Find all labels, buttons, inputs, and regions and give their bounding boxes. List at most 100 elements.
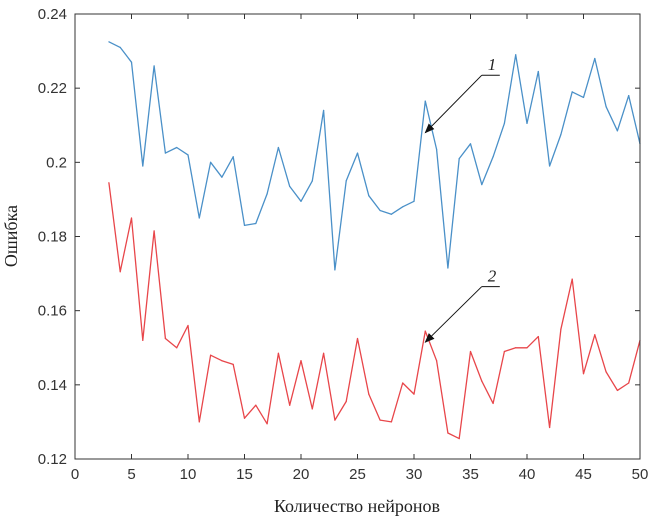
data-point [164, 152, 166, 154]
x-tick-label: 35 [462, 466, 479, 483]
data-point [356, 337, 359, 340]
data-point [628, 382, 630, 384]
data-point [108, 41, 110, 43]
data-point [424, 100, 426, 102]
data-point [560, 328, 562, 330]
data-point [402, 382, 404, 384]
data-point [436, 148, 438, 150]
data-point [130, 61, 133, 63]
x-tick-label: 50 [632, 466, 649, 483]
data-point [198, 217, 200, 219]
data-point [153, 65, 155, 67]
data-point [503, 350, 505, 353]
data-point [458, 158, 460, 160]
y-tick-label: 0.22 [38, 80, 67, 97]
x-tick-label: 40 [519, 466, 536, 483]
annotation-arrow [424, 286, 483, 343]
data-point [108, 182, 110, 184]
data-point [492, 402, 494, 404]
data-point [187, 154, 189, 156]
data-point [605, 371, 607, 373]
y-tick-label: 0.18 [38, 229, 67, 246]
data-point [266, 193, 268, 195]
annotation-label-1: 1 [488, 55, 497, 74]
data-point [582, 96, 585, 99]
data-point [176, 146, 178, 149]
data-point [594, 57, 596, 60]
data-point [187, 324, 189, 327]
data-point [255, 404, 257, 406]
plot-area [75, 14, 640, 459]
x-tick-label: 30 [406, 466, 423, 483]
data-point [311, 180, 313, 182]
data-point [424, 330, 426, 332]
y-tick-label: 0.16 [38, 303, 67, 320]
data-point [334, 419, 336, 421]
data-point [447, 432, 449, 434]
data-point [130, 217, 133, 219]
data-point [356, 152, 359, 154]
data-point [232, 363, 234, 366]
data-point [560, 133, 562, 136]
data-point [616, 130, 619, 132]
data-point [616, 389, 619, 391]
series-line-1 [108, 41, 641, 271]
data-point [221, 360, 223, 362]
series-line-2 [108, 182, 641, 440]
data-point [503, 122, 505, 124]
data-point [311, 408, 313, 410]
data-point [368, 195, 370, 197]
data-point [345, 400, 347, 403]
x-tick-label: 45 [575, 466, 592, 483]
data-point [390, 213, 392, 215]
data-point [537, 336, 539, 338]
data-point [232, 156, 234, 158]
data-point [413, 200, 415, 202]
data-point [221, 176, 223, 178]
data-point [605, 106, 607, 108]
data-point [368, 393, 370, 395]
data-point [119, 271, 121, 273]
data-point [526, 122, 528, 124]
y-axis-title: Ошибка [1, 205, 21, 267]
data-point [492, 156, 494, 158]
data-point [549, 426, 551, 429]
data-point [277, 146, 279, 149]
data-point [402, 206, 404, 208]
data-point [243, 417, 246, 419]
x-tick-label: 15 [236, 466, 253, 483]
data-point [210, 161, 212, 163]
data-point [323, 109, 325, 112]
data-point [119, 46, 121, 48]
data-point [537, 70, 539, 73]
data-point [582, 373, 585, 375]
data-point [628, 94, 630, 97]
data-point [176, 347, 178, 349]
data-point [210, 354, 212, 356]
data-point [142, 339, 144, 341]
data-point [436, 360, 438, 362]
x-tick-label: 5 [127, 466, 135, 483]
axes-frame [74, 13, 641, 460]
data-point [198, 421, 200, 423]
data-point [571, 91, 573, 93]
x-tick-label: 10 [180, 466, 197, 483]
y-tick-label: 0.12 [38, 451, 67, 468]
data-point [390, 421, 392, 423]
data-point [142, 165, 144, 167]
data-point [300, 360, 302, 362]
data-point [481, 380, 483, 382]
data-point [255, 222, 257, 225]
data-point [469, 143, 472, 145]
data-point [243, 224, 246, 226]
data-point [594, 334, 596, 336]
data-point [413, 393, 415, 395]
data-point [334, 269, 336, 271]
data-point [289, 404, 291, 406]
y-tick-label: 0.14 [38, 377, 67, 394]
annotation-arrow [424, 74, 483, 134]
data-point [379, 209, 381, 212]
y-tick-label: 0.24 [38, 6, 67, 23]
data-point [526, 347, 528, 349]
